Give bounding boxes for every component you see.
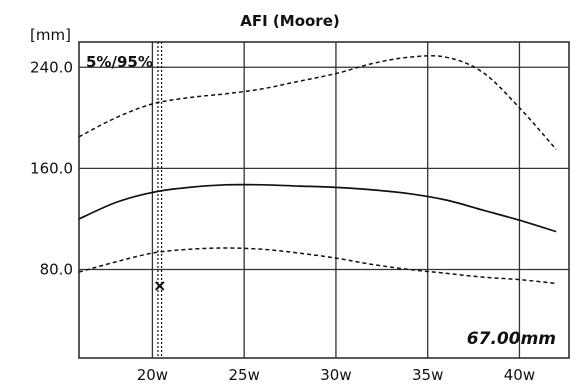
series-layer bbox=[78, 55, 557, 285]
percentile-label: 5%/95% bbox=[86, 53, 153, 71]
y-tick-label: 240.0 bbox=[30, 58, 73, 76]
x-tick-label: 30w bbox=[320, 366, 351, 384]
percentile-line-2 bbox=[78, 247, 557, 285]
measurement-readout: 67.00mm bbox=[467, 329, 556, 349]
x-tick-label: 40w bbox=[504, 366, 535, 384]
x-tick-label: 25w bbox=[228, 366, 259, 384]
chart-title: AFI (Moore) bbox=[240, 12, 339, 30]
plot-frame bbox=[78, 41, 570, 359]
y-tick-label: 160.0 bbox=[30, 159, 73, 177]
cursor-layer bbox=[155, 42, 165, 358]
grid-layer bbox=[79, 42, 569, 358]
percentile-line-0 bbox=[78, 55, 557, 150]
y-tick-label: 80.0 bbox=[40, 261, 73, 279]
median-line-1 bbox=[78, 183, 557, 233]
x-tick-label: 35w bbox=[412, 366, 443, 384]
measurement-marker bbox=[155, 281, 165, 291]
y-axis-unit: [mm] bbox=[30, 26, 71, 44]
label-layer: 20w 25w 30w 35w 40w 80.0 160.0 240.0 bbox=[30, 58, 535, 384]
x-tick-label: 20w bbox=[137, 366, 168, 384]
